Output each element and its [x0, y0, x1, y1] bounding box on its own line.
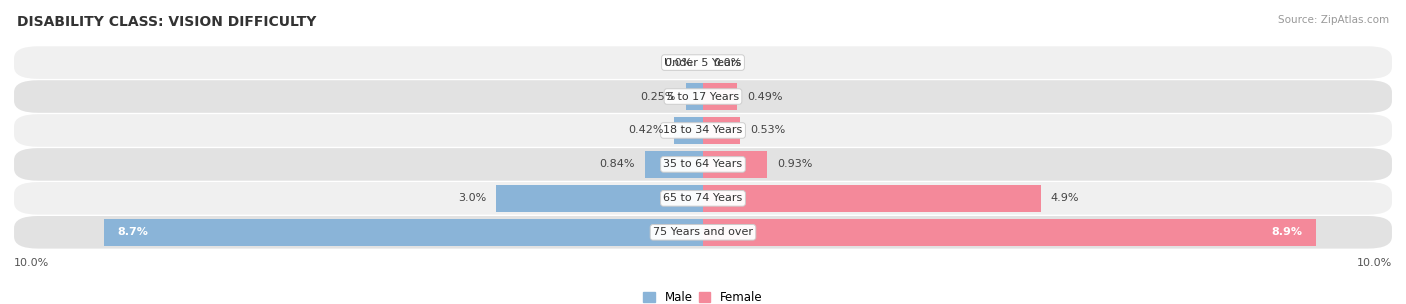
Text: 8.7%: 8.7% — [117, 227, 148, 237]
Legend: Male, Female: Male, Female — [638, 286, 768, 304]
Text: 4.9%: 4.9% — [1050, 193, 1080, 203]
Text: 0.49%: 0.49% — [747, 92, 783, 102]
FancyBboxPatch shape — [14, 46, 1392, 79]
Text: 0.25%: 0.25% — [640, 92, 675, 102]
FancyBboxPatch shape — [14, 80, 1392, 113]
Text: 0.53%: 0.53% — [749, 126, 785, 136]
Text: 18 to 34 Years: 18 to 34 Years — [664, 126, 742, 136]
Bar — [703, 83, 737, 110]
Text: 0.42%: 0.42% — [628, 126, 664, 136]
Text: 0.84%: 0.84% — [599, 159, 634, 169]
Text: 35 to 64 Years: 35 to 64 Years — [664, 159, 742, 169]
FancyBboxPatch shape — [14, 216, 1392, 249]
Text: 5 to 17 Years: 5 to 17 Years — [666, 92, 740, 102]
FancyBboxPatch shape — [14, 148, 1392, 181]
Bar — [104, 219, 703, 246]
Bar — [645, 151, 703, 178]
Text: 10.0%: 10.0% — [14, 258, 49, 268]
Bar — [673, 117, 703, 144]
Text: 0.0%: 0.0% — [713, 57, 741, 67]
Bar — [703, 219, 1316, 246]
Bar — [703, 117, 740, 144]
Text: 0.0%: 0.0% — [665, 57, 693, 67]
Text: 10.0%: 10.0% — [1357, 258, 1392, 268]
Text: 0.93%: 0.93% — [778, 159, 813, 169]
Text: 65 to 74 Years: 65 to 74 Years — [664, 193, 742, 203]
Text: Under 5 Years: Under 5 Years — [665, 57, 741, 67]
Bar — [496, 185, 703, 212]
Text: DISABILITY CLASS: VISION DIFFICULTY: DISABILITY CLASS: VISION DIFFICULTY — [17, 15, 316, 29]
FancyBboxPatch shape — [14, 182, 1392, 215]
Bar — [703, 151, 768, 178]
Text: 8.9%: 8.9% — [1271, 227, 1302, 237]
Bar — [686, 83, 703, 110]
Text: 75 Years and over: 75 Years and over — [652, 227, 754, 237]
FancyBboxPatch shape — [14, 114, 1392, 147]
Text: Source: ZipAtlas.com: Source: ZipAtlas.com — [1278, 15, 1389, 25]
Text: 3.0%: 3.0% — [458, 193, 486, 203]
Bar — [703, 185, 1040, 212]
